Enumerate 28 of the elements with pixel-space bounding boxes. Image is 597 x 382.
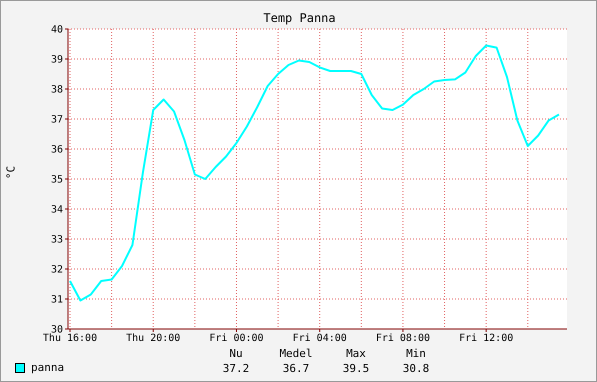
text: Max: [345, 347, 367, 360]
y-tick-label: 40: [50, 24, 63, 36]
y-tick-label: 35: [50, 174, 63, 186]
x-tick-label: Fri 08:00: [376, 333, 430, 344]
y-tick-label: 38: [50, 84, 63, 96]
text: 30.8: [402, 362, 430, 375]
x-tick-label: Fri 04:00: [292, 333, 347, 344]
chart-title: Temp Panna: [262, 11, 337, 25]
y-tick-label: 33: [50, 234, 63, 246]
y-tick-label: 32: [50, 264, 63, 276]
y-tick-label: 36: [50, 144, 63, 156]
text: Medel: [278, 347, 314, 360]
x-tick-label: Fri 00:00: [209, 333, 264, 344]
x-tick-label: Thu 20:00: [126, 333, 180, 344]
y-tick-label: 39: [50, 54, 63, 66]
text: 39.5: [342, 362, 370, 375]
legend-label: panna: [31, 361, 64, 374]
text: 37.2: [222, 362, 250, 375]
text: 36.7: [282, 362, 310, 375]
y-tick-label: 37: [50, 114, 63, 126]
text: Min: [405, 347, 427, 360]
y-tick-label: 31: [50, 294, 63, 306]
line-series: [69, 44, 560, 302]
text: Nu: [228, 347, 244, 360]
x-tick-label: Thu 16:00: [42, 333, 98, 344]
x-tick-label: Fri 12:00: [459, 333, 514, 344]
y-tick-label: 34: [50, 204, 63, 216]
y-axis-title: °C: [4, 164, 18, 180]
